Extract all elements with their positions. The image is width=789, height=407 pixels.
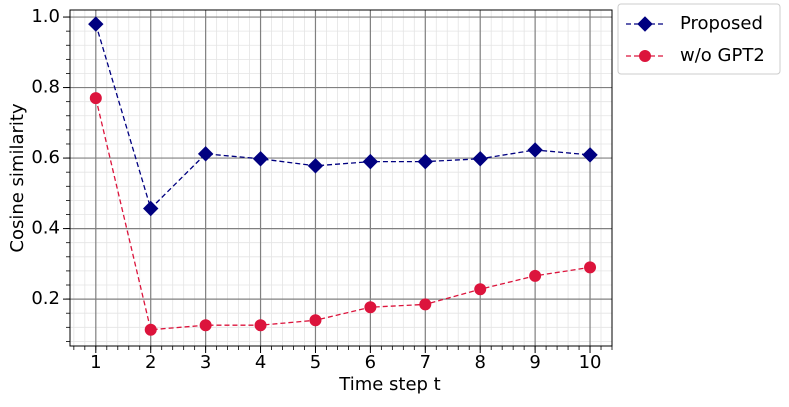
marker xyxy=(362,153,379,170)
x-tick-label: 6 xyxy=(365,352,376,373)
marker xyxy=(639,50,651,62)
x-axis-label: Time step t xyxy=(338,374,441,395)
marker xyxy=(637,16,653,32)
marker xyxy=(472,151,488,167)
y-tick-label: 0.8 xyxy=(31,77,60,98)
marker xyxy=(584,261,597,274)
marker xyxy=(419,298,432,311)
x-tick-label: 9 xyxy=(529,352,540,373)
marker xyxy=(474,283,487,296)
y-tick-label: 0.4 xyxy=(31,218,60,239)
marker xyxy=(143,200,159,217)
legend-label: Proposed xyxy=(680,13,763,34)
marker xyxy=(417,153,434,170)
series-line xyxy=(95,23,591,210)
x-tick-label: 8 xyxy=(474,352,485,373)
series-line xyxy=(95,97,591,331)
marker xyxy=(364,301,377,314)
marker xyxy=(307,158,324,174)
y-tick-label: 1.0 xyxy=(31,6,60,27)
x-tick-label: 4 xyxy=(255,352,266,373)
legend-label: w/o GPT2 xyxy=(680,45,765,66)
y-tick-label: 0.6 xyxy=(31,147,60,168)
marker xyxy=(582,147,598,163)
plot-frame xyxy=(69,9,613,347)
marker xyxy=(89,92,102,105)
y-tick-label: 0.2 xyxy=(31,288,60,309)
marker xyxy=(254,319,267,332)
x-tick-label: 1 xyxy=(90,352,101,373)
legend: Proposed w/o GPT2 xyxy=(617,3,781,75)
marker xyxy=(529,269,542,282)
x-tick-label: 2 xyxy=(145,352,156,373)
marker xyxy=(252,151,269,167)
marker xyxy=(527,142,543,158)
x-tick-label: 10 xyxy=(579,352,602,373)
marker xyxy=(197,146,214,162)
x-tick-label: 7 xyxy=(420,352,431,373)
y-axis-label: Cosine similarity xyxy=(7,103,28,253)
x-tick-label: 5 xyxy=(310,352,321,373)
x-tick-label: 3 xyxy=(200,352,211,373)
marker xyxy=(199,319,212,332)
marker xyxy=(309,314,322,327)
marker xyxy=(144,323,157,336)
marker xyxy=(88,16,104,32)
